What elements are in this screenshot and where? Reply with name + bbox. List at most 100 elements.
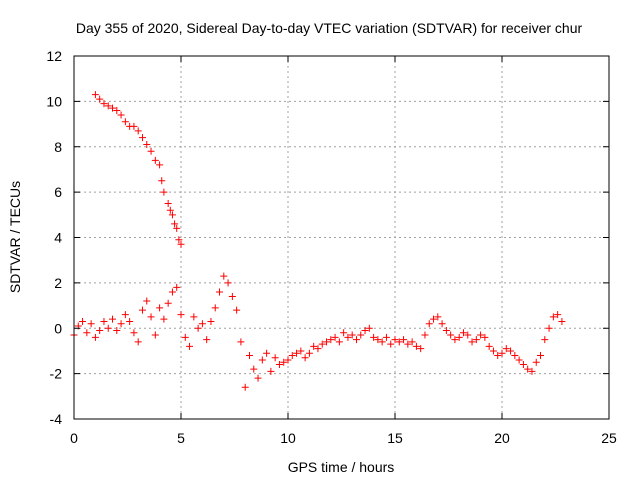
data-point bbox=[250, 365, 258, 373]
data-point bbox=[455, 333, 463, 341]
data-point bbox=[258, 356, 266, 364]
data-point bbox=[468, 338, 476, 346]
y-tick-label: 8 bbox=[54, 139, 62, 155]
data-point bbox=[171, 220, 179, 228]
data-point bbox=[117, 320, 125, 328]
data-point bbox=[421, 331, 429, 339]
data-point bbox=[164, 199, 172, 207]
data-point bbox=[104, 102, 112, 110]
data-point bbox=[151, 156, 159, 164]
data-point bbox=[335, 338, 343, 346]
data-point bbox=[254, 374, 262, 382]
data-point bbox=[352, 336, 360, 344]
x-tick-label: 20 bbox=[494, 430, 510, 446]
data-point bbox=[558, 317, 566, 325]
data-point bbox=[216, 288, 224, 296]
data-point bbox=[519, 361, 527, 369]
data-point bbox=[113, 327, 121, 335]
y-tick-label: -4 bbox=[50, 411, 63, 427]
x-tick-label: 10 bbox=[280, 430, 296, 446]
data-point bbox=[267, 367, 275, 375]
data-point bbox=[301, 354, 309, 362]
data-point bbox=[173, 283, 181, 291]
x-tick-label: 0 bbox=[70, 430, 78, 446]
data-point bbox=[541, 336, 549, 344]
x-tick-label: 25 bbox=[601, 430, 617, 446]
data-point bbox=[237, 338, 245, 346]
data-point bbox=[323, 338, 331, 346]
data-point bbox=[314, 345, 322, 353]
data-point bbox=[361, 327, 369, 335]
data-point bbox=[382, 333, 390, 341]
x-tick-label: 15 bbox=[387, 430, 403, 446]
data-point bbox=[186, 342, 194, 350]
data-point bbox=[288, 351, 296, 359]
data-point bbox=[284, 356, 292, 364]
data-point bbox=[532, 358, 540, 366]
data-point bbox=[412, 342, 420, 350]
data-point bbox=[177, 240, 185, 248]
data-point bbox=[164, 299, 172, 307]
data-point bbox=[175, 236, 183, 244]
data-point bbox=[151, 331, 159, 339]
data-point bbox=[224, 279, 232, 287]
data-point bbox=[121, 311, 129, 319]
data-point bbox=[554, 311, 562, 319]
data-point bbox=[156, 304, 164, 312]
y-tick-label: 12 bbox=[46, 48, 62, 64]
data-point bbox=[96, 95, 104, 103]
y-tick-label: 4 bbox=[54, 230, 62, 246]
data-point bbox=[121, 118, 129, 126]
data-point bbox=[130, 329, 138, 337]
y-axis-label: SDTVAR / TECUs bbox=[7, 181, 23, 293]
data-point bbox=[241, 383, 249, 391]
data-point bbox=[477, 331, 485, 339]
data-point bbox=[143, 140, 151, 148]
data-point bbox=[117, 111, 125, 119]
data-point bbox=[79, 317, 87, 325]
data-point bbox=[83, 329, 91, 337]
data-point bbox=[537, 351, 545, 359]
grid-lines bbox=[74, 56, 609, 419]
data-point bbox=[158, 177, 166, 185]
data-point bbox=[395, 338, 403, 346]
y-tick-label: 10 bbox=[46, 93, 62, 109]
data-point bbox=[138, 134, 146, 142]
data-point bbox=[280, 358, 288, 366]
data-point bbox=[331, 333, 339, 341]
data-point bbox=[524, 365, 532, 373]
data-point bbox=[130, 122, 138, 130]
data-point bbox=[100, 317, 108, 325]
data-point bbox=[147, 147, 155, 155]
data-point bbox=[485, 342, 493, 350]
data-point bbox=[481, 333, 489, 341]
data-point bbox=[378, 338, 386, 346]
data-point bbox=[447, 331, 455, 339]
data-point bbox=[297, 347, 305, 355]
data-point bbox=[357, 331, 365, 339]
y-tick-label: 6 bbox=[54, 184, 62, 200]
data-point bbox=[96, 327, 104, 335]
data-point bbox=[430, 315, 438, 323]
data-point bbox=[408, 338, 416, 346]
data-point bbox=[545, 324, 553, 332]
data-point bbox=[211, 304, 219, 312]
y-tick-label: 2 bbox=[54, 275, 62, 291]
data-point bbox=[147, 313, 155, 321]
data-point bbox=[327, 336, 335, 344]
data-point bbox=[134, 338, 142, 346]
data-point bbox=[228, 292, 236, 300]
data-point bbox=[528, 367, 536, 375]
axis-ticks: 0 5 10 15 20 25 -4 -2 0 2 4 6 8 10 12 bbox=[46, 48, 617, 446]
data-point bbox=[365, 324, 373, 332]
data-point bbox=[417, 345, 425, 353]
data-point bbox=[271, 354, 279, 362]
y-tick-label: -2 bbox=[50, 366, 63, 382]
data-point bbox=[370, 333, 378, 341]
data-point bbox=[511, 351, 519, 359]
x-tick-label: 5 bbox=[177, 430, 185, 446]
data-point bbox=[160, 315, 168, 323]
data-point bbox=[498, 349, 506, 357]
data-point bbox=[160, 188, 168, 196]
